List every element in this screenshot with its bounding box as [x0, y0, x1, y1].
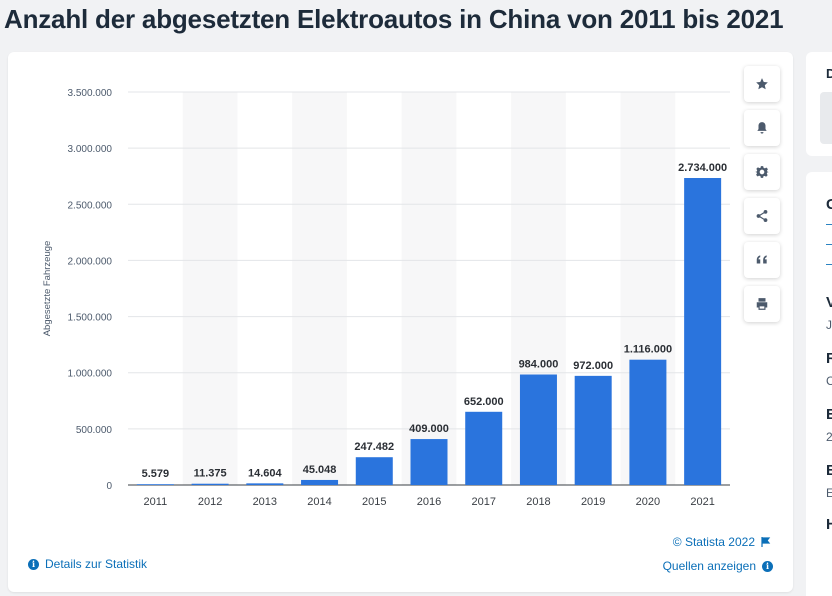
x-tick-label: 2017 — [471, 496, 495, 508]
info-icon: i — [28, 558, 39, 570]
side-item: E — [826, 406, 832, 423]
x-tick-label: 2020 — [636, 496, 660, 508]
side-item: V — [826, 294, 832, 311]
data-label: 11.375 — [194, 468, 227, 480]
side-item: J — [826, 318, 832, 332]
y-tick-label: 0 — [106, 481, 112, 492]
bar — [191, 483, 229, 485]
bar — [136, 484, 174, 485]
copyright-link[interactable]: © Statista 2022 — [673, 535, 771, 549]
flag-icon — [761, 537, 771, 547]
category-band — [292, 92, 347, 485]
side-item: C — [826, 374, 832, 388]
print-icon — [756, 298, 768, 310]
y-tick-label: 2.000.000 — [68, 256, 113, 267]
share-button[interactable] — [744, 198, 780, 234]
info-icon: i — [762, 560, 773, 572]
side-panel-top: D — [806, 52, 832, 156]
y-axis-label: Abgesetzte Fahrzeuge — [42, 241, 53, 337]
data-label: 5.579 — [142, 468, 170, 480]
y-tick-label: 3.000.000 — [68, 144, 113, 155]
bar — [246, 483, 284, 485]
sources-label: Quellen anzeigen — [662, 559, 756, 573]
data-label: 45.048 — [303, 464, 337, 476]
chart-toolbar — [744, 66, 780, 330]
settings-button[interactable] — [744, 154, 780, 190]
star-icon — [756, 78, 768, 90]
bar — [574, 375, 612, 485]
y-tick-label: 1.500.000 — [68, 313, 113, 324]
data-label: 2.734.000 — [678, 162, 727, 174]
data-label: 984.000 — [519, 359, 559, 371]
x-tick-label: 2011 — [144, 496, 168, 508]
y-tick-label: 3.500.000 — [68, 88, 113, 99]
data-label: 14.604 — [248, 467, 283, 479]
data-label: 652.000 — [464, 396, 504, 408]
print-button[interactable] — [744, 286, 780, 322]
x-tick-label: 2019 — [581, 496, 605, 508]
notification-button[interactable] — [744, 110, 780, 146]
copyright-text: © Statista 2022 — [672, 535, 755, 549]
side-link[interactable]: – — [826, 256, 832, 271]
bell-icon — [757, 122, 767, 134]
favorite-button[interactable] — [744, 66, 780, 102]
x-tick-label: 2016 — [417, 496, 441, 508]
details-link[interactable]: i Details zur Statistik — [28, 557, 147, 571]
side-panel-box — [820, 92, 832, 144]
category-band — [182, 92, 238, 485]
side-item: E — [826, 462, 832, 479]
y-tick-label: 500.000 — [76, 425, 113, 436]
side-item: H — [826, 516, 832, 533]
x-tick-label: 2012 — [198, 496, 222, 508]
y-tick-label: 1.000.000 — [68, 369, 113, 380]
cite-button[interactable] — [744, 242, 780, 278]
category-band — [401, 92, 457, 485]
side-item: 2 — [826, 430, 832, 444]
details-label: Details zur Statistik — [45, 557, 148, 571]
bar — [355, 457, 393, 485]
y-tick-label: 2.500.000 — [68, 200, 113, 211]
bar — [465, 411, 503, 485]
x-tick-label: 2013 — [253, 496, 277, 508]
bar-chart: 0 500.000 1.000.000 1.500.000 2.000.000 2.500… — [42, 88, 730, 508]
bar — [301, 479, 339, 485]
x-tick-label: 2015 — [362, 496, 386, 508]
side-item: E — [826, 486, 832, 500]
x-tick-label: 2021 — [690, 496, 714, 508]
side-link[interactable]: – — [826, 236, 832, 251]
bar — [629, 359, 667, 485]
data-label: 247.482 — [354, 441, 394, 453]
gear-icon — [755, 166, 769, 178]
bar — [410, 439, 448, 485]
side-link[interactable]: – — [826, 216, 832, 231]
quote-icon — [756, 255, 767, 264]
page-title: Anzahl der abgesetzten Elektroautos in C… — [4, 4, 784, 34]
chart-card: 0 500.000 1.000.000 1.500.000 2.000.000 2.500… — [8, 52, 793, 592]
side-item: R — [826, 350, 832, 367]
x-tick-label: 2014 — [307, 496, 331, 508]
side-panel-main: G – – – V J R C E 2 E E H — [806, 172, 832, 596]
side-panel-label: D — [826, 66, 832, 81]
data-label: 972.000 — [573, 360, 613, 372]
bar — [684, 178, 722, 485]
side-item: G — [826, 196, 832, 213]
x-tick-label: 2018 — [526, 496, 550, 508]
sources-link[interactable]: Quellen anzeigen i — [663, 559, 773, 573]
bar — [519, 374, 557, 485]
data-label: 1.116.000 — [624, 344, 672, 356]
share-icon — [756, 210, 768, 222]
data-label: 409.000 — [409, 423, 449, 435]
